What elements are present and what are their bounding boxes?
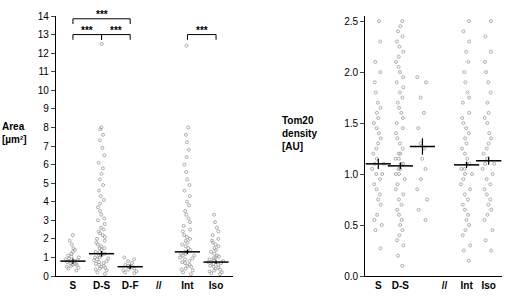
svg-text:9: 9 [43,103,49,114]
svg-text:***: *** [81,25,93,36]
svg-text:14: 14 [38,11,50,22]
svg-text:1: 1 [43,252,49,263]
svg-text:11: 11 [38,66,49,77]
svg-text:D-S: D-S [93,280,111,291]
svg-text:0: 0 [43,271,49,282]
svg-text:12: 12 [38,48,50,59]
svg-text:6: 6 [43,159,49,170]
svg-text:D-S: D-S [392,280,410,291]
svg-text:2.5: 2.5 [344,16,358,27]
svg-text:13: 13 [38,29,50,40]
svg-text://: // [156,280,162,291]
svg-text:Int: Int [181,280,194,291]
svg-text:***: *** [110,25,122,36]
svg-text:7: 7 [43,141,49,152]
svg-text:3: 3 [43,215,49,226]
svg-text:8: 8 [43,122,49,133]
svg-text:Iso: Iso [209,280,223,291]
svg-text:1.0: 1.0 [344,169,358,180]
svg-text:***: *** [196,25,208,36]
svg-text:Area[µm²]: Area[µm²] [2,121,27,145]
svg-text:***: *** [96,9,108,20]
svg-text:Tom20density[AU]: Tom20density[AU] [282,115,317,152]
svg-text:Int: Int [460,280,473,291]
svg-text:1.5: 1.5 [344,118,358,129]
svg-text:5: 5 [43,178,49,189]
svg-text:2.0: 2.0 [344,67,358,78]
svg-text:4: 4 [43,196,49,207]
svg-text:0.0: 0.0 [344,271,358,282]
svg-text://: // [442,280,448,291]
svg-text:10: 10 [38,85,50,96]
svg-text:2: 2 [43,233,49,244]
svg-text:Iso: Iso [481,280,495,291]
svg-text:D-F: D-F [122,280,139,291]
svg-text:0.5: 0.5 [344,220,358,231]
svg-text:S: S [375,280,382,291]
svg-text:S: S [70,280,77,291]
